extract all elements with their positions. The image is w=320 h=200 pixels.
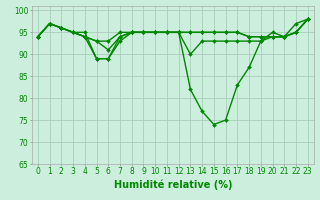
X-axis label: Humidité relative (%): Humidité relative (%) [114, 179, 232, 190]
